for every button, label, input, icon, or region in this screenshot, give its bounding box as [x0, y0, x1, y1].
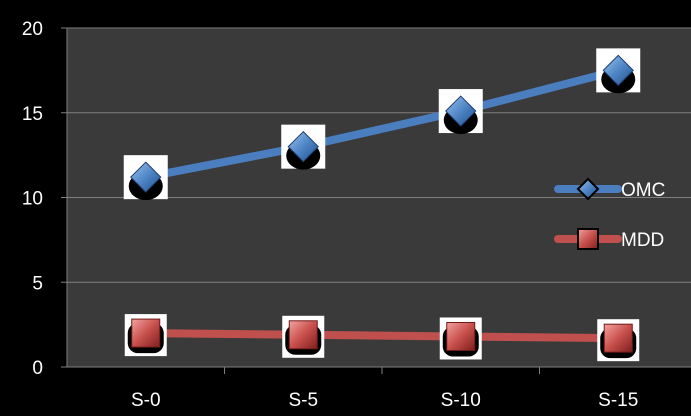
- x-tick-label-S-5: S-5: [288, 390, 318, 411]
- y-tick-label-5: 5: [32, 273, 43, 294]
- data-point-MDD-S-10: [440, 317, 482, 359]
- legend-label-OMC: OMC: [621, 180, 665, 201]
- data-point-MDD-S-5: [282, 316, 324, 358]
- x-tick-label-S-0: S-0: [131, 390, 161, 411]
- legend-marker-MDD: [578, 229, 598, 249]
- data-point-MDD-S-15: [597, 319, 639, 361]
- x-tick-label-S-15: S-15: [598, 390, 638, 411]
- data-point-OMC-S-5: [281, 125, 325, 170]
- data-point-MDD-S-0-shape: [132, 319, 160, 347]
- series-line-MDD: [146, 333, 619, 338]
- data-point-MDD-S-0: [125, 314, 167, 356]
- data-point-OMC-S-0: [124, 155, 168, 200]
- data-point-MDD-S-10-shape: [447, 322, 475, 350]
- y-tick-label-20: 20: [22, 19, 43, 40]
- data-point-OMC-S-10: [439, 89, 483, 134]
- data-point-OMC-S-15: [596, 48, 640, 93]
- data-point-MDD-S-5-shape: [289, 321, 317, 349]
- legend-label-MDD: MDD: [621, 230, 664, 251]
- x-tick-label-S-10: S-10: [441, 390, 481, 411]
- y-tick-label-0: 0: [32, 358, 43, 379]
- y-tick-label-10: 10: [22, 189, 43, 210]
- data-point-MDD-S-15-shape: [604, 324, 632, 352]
- y-tick-label-15: 15: [22, 104, 43, 125]
